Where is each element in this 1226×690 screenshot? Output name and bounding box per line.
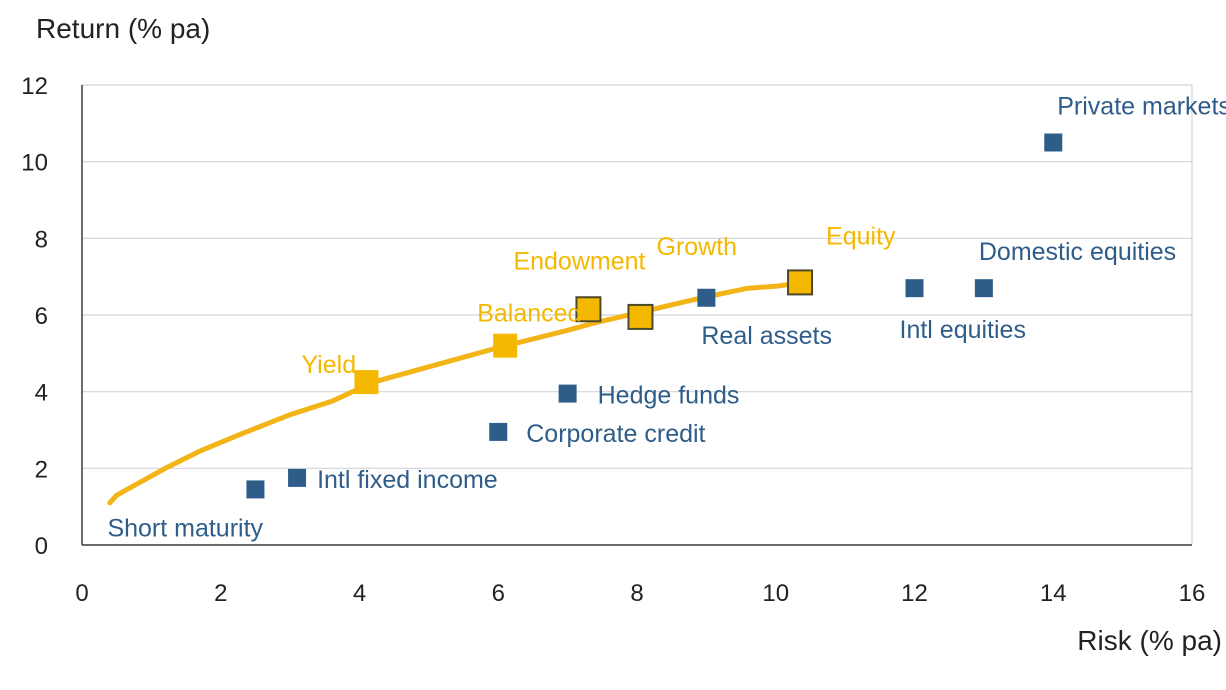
asset-label: Domestic equities bbox=[979, 238, 1176, 266]
x-tick-label: 4 bbox=[353, 580, 366, 607]
asset-point bbox=[974, 279, 993, 298]
y-tick-label: 10 bbox=[21, 150, 48, 177]
y-tick-label: 2 bbox=[35, 456, 48, 483]
asset-point bbox=[489, 422, 508, 441]
portfolio-point bbox=[787, 269, 814, 296]
x-tick-label: 10 bbox=[762, 580, 789, 607]
frontier-curve bbox=[107, 279, 806, 506]
asset-point bbox=[558, 384, 577, 403]
portfolio-label: Yield bbox=[301, 351, 356, 379]
portfolio-point bbox=[575, 296, 602, 323]
asset-point bbox=[246, 480, 265, 499]
axes bbox=[81, 85, 1192, 546]
portfolio-label: Growth bbox=[656, 233, 737, 261]
y-tick-label: 0 bbox=[35, 533, 48, 560]
x-tick-label: 8 bbox=[630, 580, 643, 607]
asset-point bbox=[905, 279, 924, 298]
asset-label: Real assets bbox=[701, 322, 832, 350]
x-tick-label: 14 bbox=[1040, 580, 1067, 607]
data-points bbox=[246, 133, 1063, 499]
asset-label: Short maturity bbox=[107, 514, 263, 542]
tick-labels: 0 2 4 6 8 10 12 0 2 4 6 8 10 12 14 16 bbox=[21, 73, 1205, 607]
asset-point bbox=[1044, 133, 1063, 152]
x-tick-label: 16 bbox=[1179, 580, 1206, 607]
y-tick-label: 4 bbox=[35, 380, 48, 407]
x-tick-label: 2 bbox=[214, 580, 227, 607]
x-tick-label: 0 bbox=[75, 580, 88, 607]
asset-label: Corporate credit bbox=[526, 420, 705, 448]
asset-label: Intl equities bbox=[900, 316, 1026, 344]
y-tick-label: 8 bbox=[35, 226, 48, 253]
x-tick-label: 12 bbox=[901, 580, 928, 607]
asset-label: Private markets bbox=[1057, 93, 1226, 121]
asset-point bbox=[697, 288, 716, 307]
portfolio-label: Balanced bbox=[477, 300, 581, 328]
asset-point bbox=[288, 468, 307, 487]
x-axis-title: Risk (% pa) bbox=[1077, 625, 1222, 656]
asset-label: Intl fixed income bbox=[317, 466, 498, 494]
portfolio-point bbox=[354, 370, 379, 395]
x-tick-label: 6 bbox=[492, 580, 505, 607]
portfolio-point bbox=[493, 333, 518, 358]
portfolio-point bbox=[627, 303, 654, 330]
data-labels: Short maturity Intl fixed income Corporate… bbox=[107, 93, 1226, 543]
y-tick-label: 6 bbox=[35, 303, 48, 330]
y-tick-label: 12 bbox=[21, 73, 48, 100]
efficient-frontier-line bbox=[107, 279, 806, 506]
portfolio-label: Endowment bbox=[513, 247, 645, 275]
asset-label: Hedge funds bbox=[598, 382, 740, 410]
y-axis-title: Return (% pa) bbox=[36, 13, 210, 44]
portfolio-label: Equity bbox=[826, 222, 896, 250]
